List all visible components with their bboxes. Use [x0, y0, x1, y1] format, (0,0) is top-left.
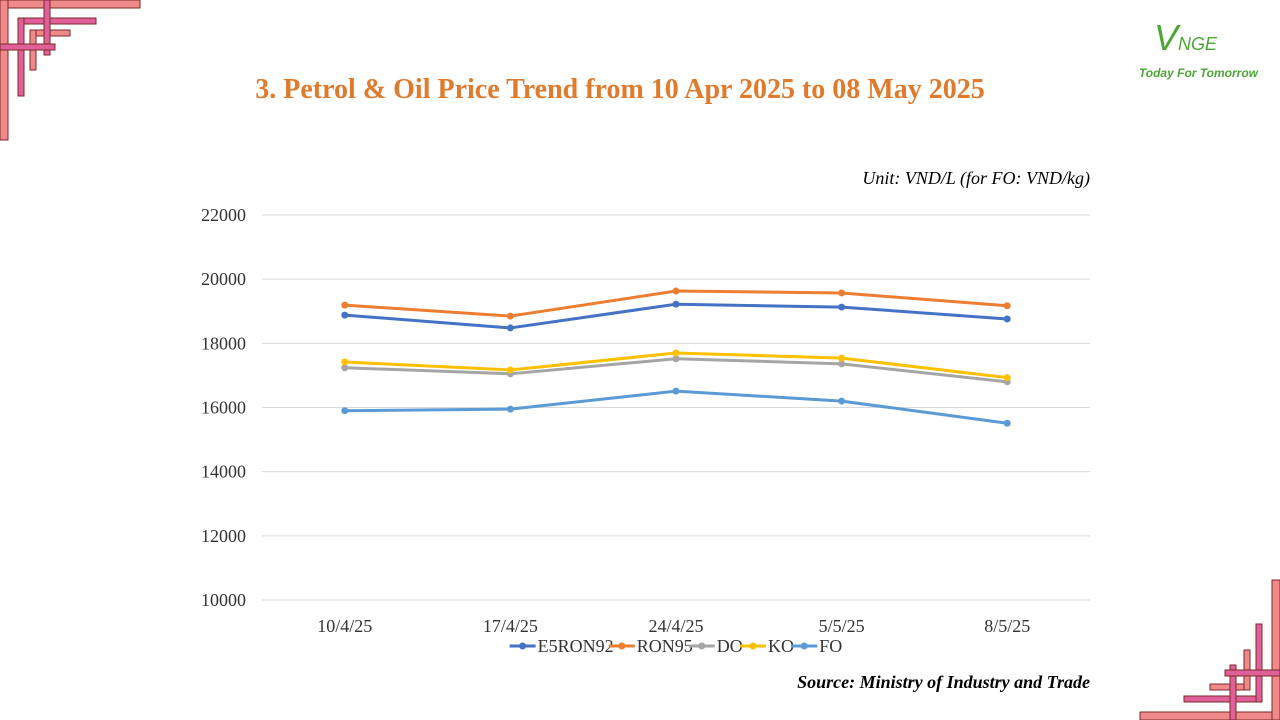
- data-point-fo: [838, 397, 846, 405]
- data-point-e5ron92: [838, 303, 846, 311]
- data-point-e5ron92: [672, 300, 680, 308]
- y-tick-label: 18000: [201, 333, 246, 353]
- data-point-fo: [1003, 419, 1011, 427]
- logo-mark: VNGE: [1154, 17, 1218, 58]
- data-point-do: [672, 355, 680, 363]
- x-tick-label: 24/4/25: [648, 616, 703, 636]
- data-point-ko: [1003, 374, 1011, 382]
- legend-label-e5ron92: E5RON92: [538, 636, 614, 656]
- data-point-ron95: [506, 312, 514, 320]
- legend-swatch-marker: [800, 642, 808, 650]
- data-point-e5ron92: [341, 311, 349, 319]
- y-tick-label: 16000: [201, 398, 246, 418]
- data-point-fo: [341, 407, 349, 415]
- data-point-ko: [838, 354, 846, 362]
- unit-note: Unit: VND/L (for FO: VND/kg): [862, 168, 1090, 188]
- legend-label-fo: FO: [819, 636, 842, 656]
- vnge-logo: VNGE Today For Tomorrow: [1118, 18, 1258, 88]
- source-note: Source: Ministry of Industry and Trade: [797, 672, 1090, 692]
- x-tick-label: 8/5/25: [984, 616, 1030, 636]
- data-point-ron95: [672, 287, 680, 295]
- data-point-do: [341, 364, 349, 372]
- y-tick-label: 14000: [201, 462, 246, 482]
- data-point-ron95: [341, 301, 349, 309]
- legend-swatch-marker: [698, 642, 706, 650]
- data-point-ron95: [838, 289, 846, 297]
- data-point-fo: [672, 387, 680, 395]
- slide-title: 3. Petrol & Oil Price Trend from 10 Apr …: [255, 74, 985, 105]
- x-tick-label: 17/4/25: [483, 616, 538, 636]
- data-point-do: [838, 360, 846, 368]
- y-tick-label: 20000: [201, 269, 246, 289]
- legend-swatch-marker: [749, 642, 757, 650]
- corner-ornament-top-left: [0, 0, 141, 141]
- legend-swatch-marker: [618, 642, 626, 650]
- legend-label-ko: KO: [768, 636, 794, 656]
- data-point-e5ron92: [506, 324, 514, 332]
- data-point-ron95: [1003, 302, 1011, 310]
- y-tick-label: 22000: [201, 205, 246, 225]
- data-point-ko: [506, 366, 514, 374]
- legend-label-do: DO: [717, 636, 743, 656]
- x-tick-label: 5/5/25: [819, 616, 865, 636]
- legend-swatch-marker: [519, 642, 527, 650]
- y-tick-label: 10000: [201, 590, 246, 610]
- y-tick-label: 12000: [201, 526, 246, 546]
- data-point-ko: [672, 349, 680, 357]
- series-line-e5ron92: [344, 302, 1008, 330]
- data-point-e5ron92: [1003, 315, 1011, 323]
- data-point-ko: [341, 358, 349, 366]
- logo-slogan: Today For Tomorrow: [1138, 66, 1258, 80]
- data-point-fo: [506, 405, 514, 413]
- x-tick-label: 10/4/25: [317, 616, 372, 636]
- legend-label-ron95: RON95: [637, 636, 693, 656]
- corner-ornament-bottom-right: [1139, 579, 1280, 720]
